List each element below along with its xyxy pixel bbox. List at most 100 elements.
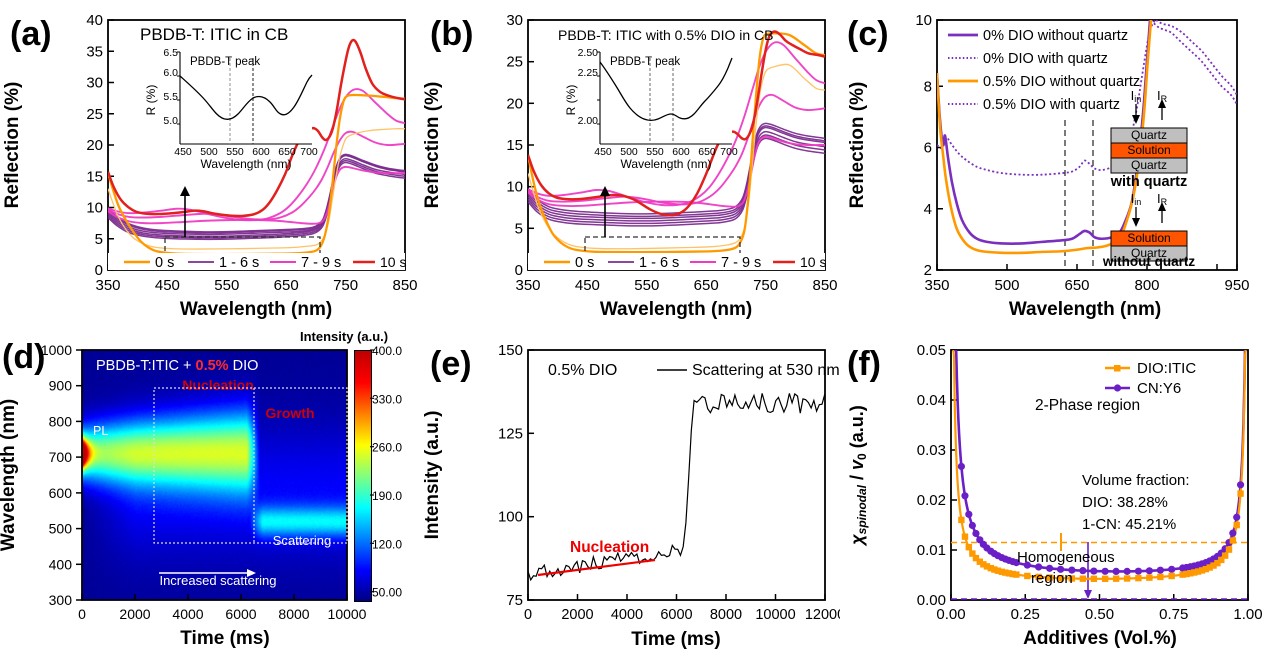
svg-text:0.00: 0.00	[936, 606, 965, 623]
svg-text:30: 30	[86, 75, 103, 92]
svg-text:10: 10	[86, 200, 103, 217]
svg-text:750: 750	[753, 277, 778, 294]
svg-text:30: 30	[506, 12, 523, 29]
svg-text:R (%): R (%)	[564, 85, 578, 116]
svg-text:25: 25	[86, 106, 103, 123]
svg-text:0.01: 0.01	[917, 542, 946, 559]
svg-text:Reflection (%): Reflection (%)	[422, 82, 443, 209]
svg-text:Wavelength (nm): Wavelength (nm)	[1009, 299, 1161, 320]
svg-text:Additives (Vol.%): Additives (Vol.%)	[1023, 628, 1177, 649]
svg-text:260.0: 260.0	[372, 441, 402, 455]
svg-text:650: 650	[274, 277, 299, 294]
svg-text:Scattering at 530 nm: Scattering at 530 nm	[692, 362, 840, 379]
svg-text:R (%): R (%)	[144, 85, 158, 116]
svg-text:150: 150	[498, 342, 523, 359]
svg-text:8000: 8000	[710, 607, 742, 623]
svg-text:1 - 6 s: 1 - 6 s	[219, 255, 259, 271]
svg-text:10: 10	[915, 12, 932, 29]
svg-text:χspinodal / v0 (a.u.): χspinodal / v0 (a.u.)	[847, 405, 869, 546]
svg-text:400.0: 400.0	[372, 344, 402, 358]
svg-text:10 s: 10 s	[380, 254, 406, 270]
svg-text:Homogeneous: Homogeneous	[1017, 549, 1115, 566]
svg-text:Wavelength (nm): Wavelength (nm)	[600, 299, 752, 320]
svg-text:without quartz: without quartz	[1102, 254, 1195, 269]
svg-text:12000: 12000	[805, 607, 840, 623]
svg-text:Reflection (%): Reflection (%)	[2, 82, 23, 209]
svg-text:(c): (c)	[847, 15, 889, 53]
svg-text:0.50: 0.50	[1085, 606, 1114, 623]
svg-text:PBDB-T peak: PBDB-T peak	[610, 56, 680, 68]
svg-text:6.5: 6.5	[163, 47, 178, 59]
svg-text:2-Phase region: 2-Phase region	[1035, 397, 1140, 414]
svg-text:350: 350	[515, 277, 540, 294]
svg-text:1 - 6 s: 1 - 6 s	[639, 255, 679, 271]
svg-text:Quartz: Quartz	[1131, 158, 1167, 172]
svg-text:PBDB-T: ITIC in CB: PBDB-T: ITIC in CB	[140, 25, 288, 44]
svg-text:450: 450	[594, 146, 612, 158]
svg-text:10 s: 10 s	[800, 254, 826, 270]
svg-text:1.00: 1.00	[1233, 606, 1262, 623]
svg-text:(a): (a)	[10, 15, 52, 53]
svg-text:Intensity (a.u.): Intensity (a.u.)	[300, 330, 388, 344]
svg-text:6.0: 6.0	[163, 67, 178, 79]
svg-text:950: 950	[1224, 277, 1249, 294]
svg-text:Wavelength (nm): Wavelength (nm)	[180, 299, 332, 320]
svg-text:Wavelength (nm): Wavelength (nm)	[201, 157, 292, 171]
svg-text:550: 550	[214, 277, 239, 294]
svg-text:7 - 9 s: 7 - 9 s	[721, 255, 761, 271]
svg-text:40: 40	[86, 12, 103, 29]
svg-text:(b): (b)	[430, 15, 473, 53]
svg-text:100: 100	[498, 509, 523, 526]
svg-text:20: 20	[506, 95, 523, 112]
svg-text:0.5% DIO: 0.5% DIO	[548, 362, 617, 379]
svg-text:PBDB-T: ITIC with 0.5% DIO in: PBDB-T: ITIC with 0.5% DIO in CB	[558, 27, 774, 43]
svg-text:7 - 9 s: 7 - 9 s	[301, 255, 341, 271]
svg-text:CN:Y6: CN:Y6	[1137, 380, 1181, 397]
svg-text:with quartz: with quartz	[1110, 174, 1188, 190]
svg-text:(e): (e)	[430, 345, 472, 383]
svg-text:700: 700	[720, 146, 738, 158]
svg-text:0% DIO without quartz: 0% DIO without quartz	[983, 28, 1128, 44]
svg-text:DIO:ITIC: DIO:ITIC	[1137, 360, 1196, 377]
svg-text:Reflection (%): Reflection (%)	[847, 82, 868, 209]
svg-text:2000: 2000	[561, 607, 593, 623]
svg-text:Intensity (a.u.): Intensity (a.u.)	[422, 411, 443, 540]
svg-text:15: 15	[86, 168, 103, 185]
svg-text:0.02: 0.02	[917, 492, 946, 509]
svg-text:2.50: 2.50	[578, 47, 599, 59]
svg-text:5: 5	[515, 220, 523, 237]
svg-text:0 s: 0 s	[155, 255, 174, 271]
svg-text:5: 5	[95, 231, 103, 248]
svg-text:8: 8	[924, 78, 932, 95]
svg-text:PBDB-T peak: PBDB-T peak	[190, 56, 260, 68]
svg-text:Quartz: Quartz	[1131, 128, 1167, 142]
svg-text:190.0: 190.0	[372, 489, 402, 503]
svg-text:650: 650	[694, 277, 719, 294]
svg-text:0.05: 0.05	[917, 342, 946, 359]
svg-text:15: 15	[506, 137, 523, 154]
svg-text:50.00: 50.00	[372, 586, 402, 600]
svg-text:5.5: 5.5	[163, 91, 178, 103]
svg-text:0.04: 0.04	[917, 392, 946, 409]
svg-text:350: 350	[95, 277, 120, 294]
svg-text:0.25: 0.25	[1011, 606, 1040, 623]
svg-text:800: 800	[1134, 277, 1159, 294]
svg-text:Nucleation: Nucleation	[570, 539, 649, 556]
svg-text:4: 4	[924, 201, 932, 218]
svg-text:25: 25	[506, 54, 523, 71]
svg-text:Solution: Solution	[1127, 143, 1170, 157]
svg-text:750: 750	[333, 277, 358, 294]
svg-text:5.0: 5.0	[163, 115, 178, 127]
svg-text:650: 650	[1064, 277, 1089, 294]
svg-text:330.0: 330.0	[372, 392, 402, 406]
svg-text:550: 550	[634, 277, 659, 294]
svg-text:120.0: 120.0	[372, 537, 402, 551]
svg-text:region: region	[1031, 570, 1073, 587]
svg-text:700: 700	[300, 146, 318, 158]
svg-text:450: 450	[575, 277, 600, 294]
svg-text:0: 0	[524, 607, 532, 623]
svg-text:DIO: 38.28%: DIO: 38.28%	[1082, 494, 1168, 511]
svg-text:0.5% DIO without quartz: 0.5% DIO without quartz	[983, 74, 1140, 90]
svg-text:20: 20	[86, 137, 103, 154]
svg-text:Volume fraction:: Volume fraction:	[1082, 472, 1190, 489]
